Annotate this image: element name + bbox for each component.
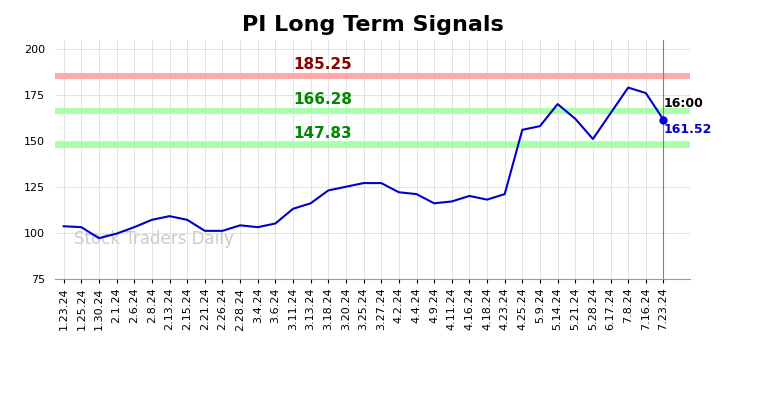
Text: 166.28: 166.28 [293, 92, 352, 107]
Text: 16:00: 16:00 [663, 98, 703, 111]
Title: PI Long Term Signals: PI Long Term Signals [241, 16, 503, 35]
Text: Stock Traders Daily: Stock Traders Daily [74, 230, 234, 248]
Text: 161.52: 161.52 [663, 123, 712, 137]
Text: 147.83: 147.83 [293, 126, 352, 141]
Bar [55, 142, 690, 148]
Bar [55, 108, 690, 114]
Bar [55, 73, 690, 79]
Text: 185.25: 185.25 [293, 57, 352, 72]
